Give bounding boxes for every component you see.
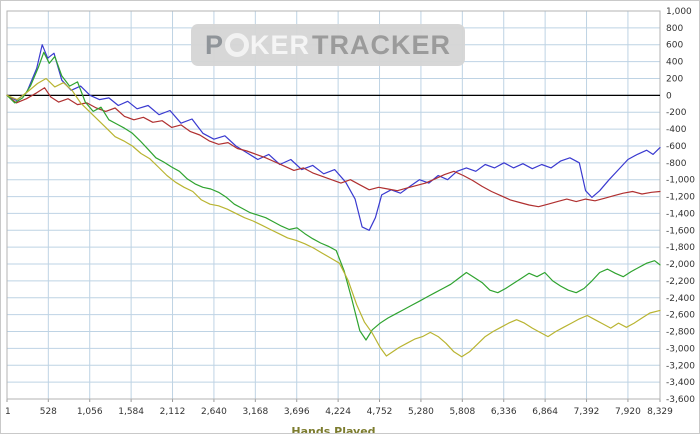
y-tick-label: -2,000 bbox=[666, 260, 695, 270]
y-tick-label: -3,600 bbox=[666, 395, 695, 405]
x-tick-label: 528 bbox=[40, 407, 57, 417]
x-tick-label: 6,336 bbox=[491, 407, 517, 417]
watermark-poker-text: KER bbox=[250, 29, 311, 60]
x-tick-label: 5,808 bbox=[449, 407, 475, 417]
y-tick-label: -200 bbox=[666, 108, 687, 118]
x-tick-label: 3,696 bbox=[284, 407, 310, 417]
y-tick-label: -2,400 bbox=[666, 294, 695, 304]
y-tick-label: -2,800 bbox=[666, 328, 695, 338]
y-tick-label: 0 bbox=[666, 91, 672, 101]
y-tick-label: 1,000 bbox=[666, 7, 692, 17]
pokertracker-watermark: P KER TRACKER bbox=[191, 24, 465, 66]
y-tick-label: -3,200 bbox=[666, 361, 695, 371]
y-tick-label: 400 bbox=[666, 58, 683, 68]
y-tick-label: -1,800 bbox=[666, 243, 695, 253]
y-tick-label: -1,200 bbox=[666, 193, 695, 203]
y-tick-label: 800 bbox=[666, 24, 683, 34]
x-tick-label: 8,329 bbox=[647, 407, 673, 417]
plot-border bbox=[6, 10, 661, 400]
x-tick-label: 4,224 bbox=[325, 407, 351, 417]
y-tick-label: -3,000 bbox=[666, 344, 695, 354]
y-tick-label: -400 bbox=[666, 125, 687, 135]
y-tick-label: -1,400 bbox=[666, 209, 695, 219]
y-tick-label: 200 bbox=[666, 74, 683, 84]
x-tick-label: 1,056 bbox=[77, 407, 103, 417]
x-tick-label: 7,392 bbox=[574, 407, 600, 417]
y-tick-label: -600 bbox=[666, 142, 687, 152]
y-tick-label: -1,000 bbox=[666, 176, 695, 186]
y-tick-label: -3,400 bbox=[666, 378, 695, 388]
watermark-tracker-text: TRACKER bbox=[312, 29, 452, 60]
x-tick-label: 6,864 bbox=[532, 407, 558, 417]
x-tick-label: 2,640 bbox=[201, 407, 227, 417]
poker-o-ring-icon bbox=[225, 33, 249, 57]
x-tick-label: 5,280 bbox=[408, 407, 434, 417]
x-tick-label: 1,584 bbox=[118, 407, 144, 417]
y-tick-label: -1,600 bbox=[666, 226, 695, 236]
y-tick-label: -2,200 bbox=[666, 277, 695, 287]
x-tick-label: 1 bbox=[5, 407, 11, 417]
x-tick-label: 3,168 bbox=[242, 407, 268, 417]
y-tick-label: -800 bbox=[666, 159, 687, 169]
x-tick-label: 7,920 bbox=[615, 407, 641, 417]
x-axis-title: Hands Played bbox=[291, 425, 376, 434]
x-tick-label: 4,752 bbox=[367, 407, 393, 417]
x-tick-label: 2,112 bbox=[160, 407, 186, 417]
watermark-letter-p: P bbox=[204, 29, 224, 60]
y-tick-label: -2,600 bbox=[666, 311, 695, 321]
y-tick-label: 600 bbox=[666, 41, 683, 51]
